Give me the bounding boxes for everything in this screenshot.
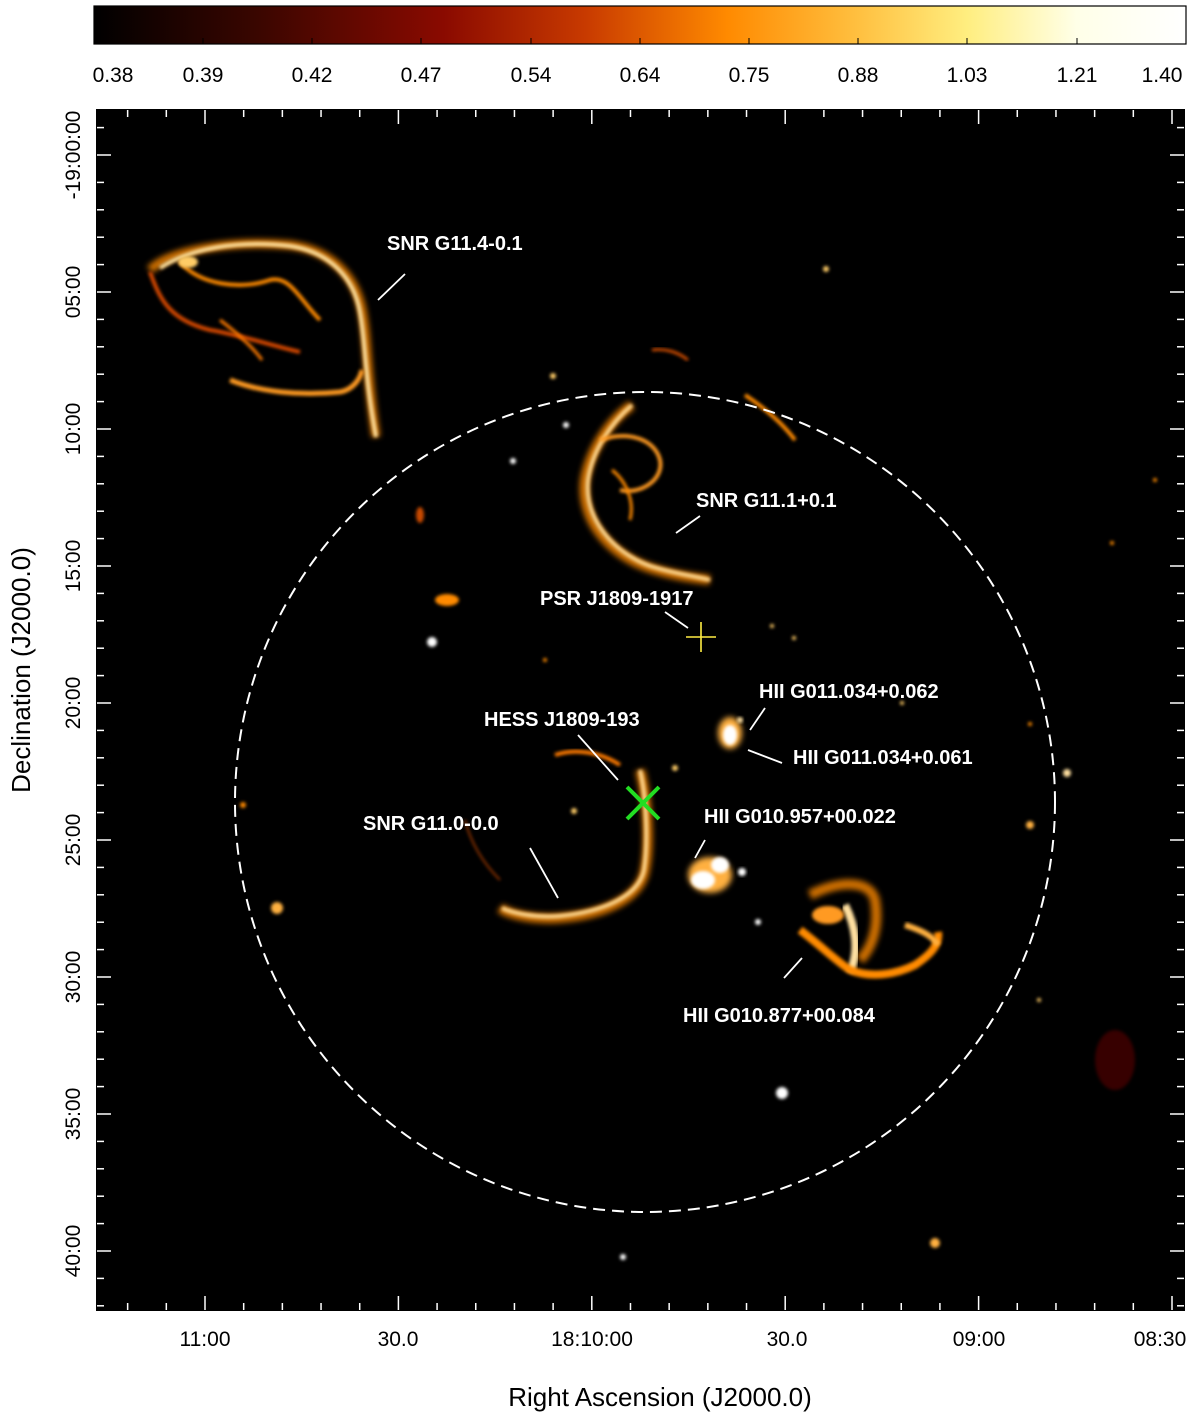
y-axis-title: Declination (J2000.0) [6,547,36,793]
colorbar-tick-label: 1.21 [1057,64,1098,87]
label-snr-g11-1: SNR G11.1+0.1 [696,490,837,512]
label-hii-g010-957: HII G010.957+00.022 [704,806,896,828]
x-tick-label: 30.0 [767,1328,808,1351]
colorbar-tick-label: 0.64 [620,64,661,87]
colorbar-gradient [93,5,1187,45]
point-source [1037,998,1041,1002]
x-tick-label: 08:30 [1134,1328,1187,1351]
point-source [792,636,796,640]
point-source [240,802,246,808]
colorbar-tick-label: 1.40 [1142,64,1183,87]
point-source [755,919,761,925]
colorbar-tick-label: 0.47 [401,64,442,87]
point-source [1110,541,1114,545]
point-source [510,458,516,464]
x-tick-label: 09:00 [953,1328,1006,1351]
point-source [672,765,678,771]
y-tick-label: 25:00 [62,814,85,867]
y-tick-labels: -19:00:00 05:00 10:00 15:00 20:00 25:00 … [62,111,85,1278]
annotation-leaders [377,273,803,979]
emission-snr-g11-1 [579,348,797,585]
y-tick-label: 05:00 [62,266,85,319]
point-source [1026,821,1034,829]
point-source [427,637,437,647]
point-source [571,808,577,814]
colorbar-tick-label: 0.54 [511,64,552,87]
annotations: SNR G11.4-0.1 SNR G11.1+0.1 PSR J1809-19… [363,233,973,1027]
x-tick-label: 30.0 [378,1328,419,1351]
emission-hii-g011-034 [718,717,743,749]
colorbar-tick-labels: 0.38 0.39 0.42 0.47 0.54 0.64 0.75 0.88 … [93,64,1183,87]
x-axis-title: Right Ascension (J2000.0) [508,1382,812,1412]
point-source [1028,722,1032,726]
label-hess: HESS J1809-193 [484,709,640,731]
point-source [900,701,904,705]
colorbar-tick-label: 0.39 [183,64,224,87]
y-tick-label: 35:00 [62,1088,85,1141]
colorbar-ticks [93,38,1187,44]
emission-hii-g010-957 [688,857,746,893]
emission-hii-g010-877 [797,879,943,979]
image-panel: SNR G11.4-0.1 SNR G11.1+0.1 PSR J1809-19… [96,109,1185,1311]
label-hii-g011-034-061: HII G011.034+0.061 [793,747,973,769]
extended-source [1095,1030,1135,1090]
colorbar: 0.38 0.39 0.42 0.47 0.54 0.64 0.75 0.88 … [93,5,1187,87]
y-tick-label: 15:00 [62,540,85,593]
y-tick-label: 20:00 [62,677,85,730]
colorbar-tick-label: 0.38 [93,64,134,87]
colorbar-tick-label: 0.42 [292,64,333,87]
point-source [543,658,547,662]
colorbar-tick-label: 0.75 [729,64,770,87]
point-source [823,266,829,272]
label-hii-g011-034-062: HII G011.034+0.062 [759,681,939,703]
psr-marker [686,622,716,652]
label-snr-g11-0: SNR G11.0-0.0 [363,813,499,835]
y-tick-label: 40:00 [62,1225,85,1278]
emission-snr-g11-0 [464,749,653,924]
frame-ticks [97,110,1184,1310]
colorbar-tick-label: 0.88 [838,64,879,87]
point-source [930,1238,940,1248]
image-background [97,110,1184,1310]
emission-snr-g11-4 [146,239,381,438]
point-source [1153,478,1157,482]
point-source [776,1087,788,1099]
point-source [563,422,569,428]
label-psr: PSR J1809-1917 [540,588,693,610]
point-source [271,902,283,914]
y-tick-label: 30:00 [62,951,85,1004]
point-source [770,624,774,628]
x-tick-label: 18:10:00 [551,1328,633,1351]
x-tick-label: 11:00 [180,1328,231,1351]
hess-marker [625,785,661,821]
y-tick-label: -19:00:00 [62,111,85,200]
label-hii-g010-877: HII G010.877+00.084 [683,1005,876,1027]
hess-extent-circle [234,391,1056,1213]
y-tick-label: 10:00 [62,403,85,456]
point-source [550,373,556,379]
point-source [620,1254,626,1260]
point-source [1063,769,1071,777]
extended-source [416,507,424,523]
plot-frame [96,109,1185,1311]
compact-sources [240,266,1157,1260]
x-tick-labels: 11:00 30.0 18:10:00 30.0 09:00 08:30 [180,1328,1187,1351]
colorbar-tick-label: 1.03 [947,64,988,87]
label-snr-g11-4: SNR G11.4-0.1 [387,233,523,255]
extended-source [435,594,459,606]
